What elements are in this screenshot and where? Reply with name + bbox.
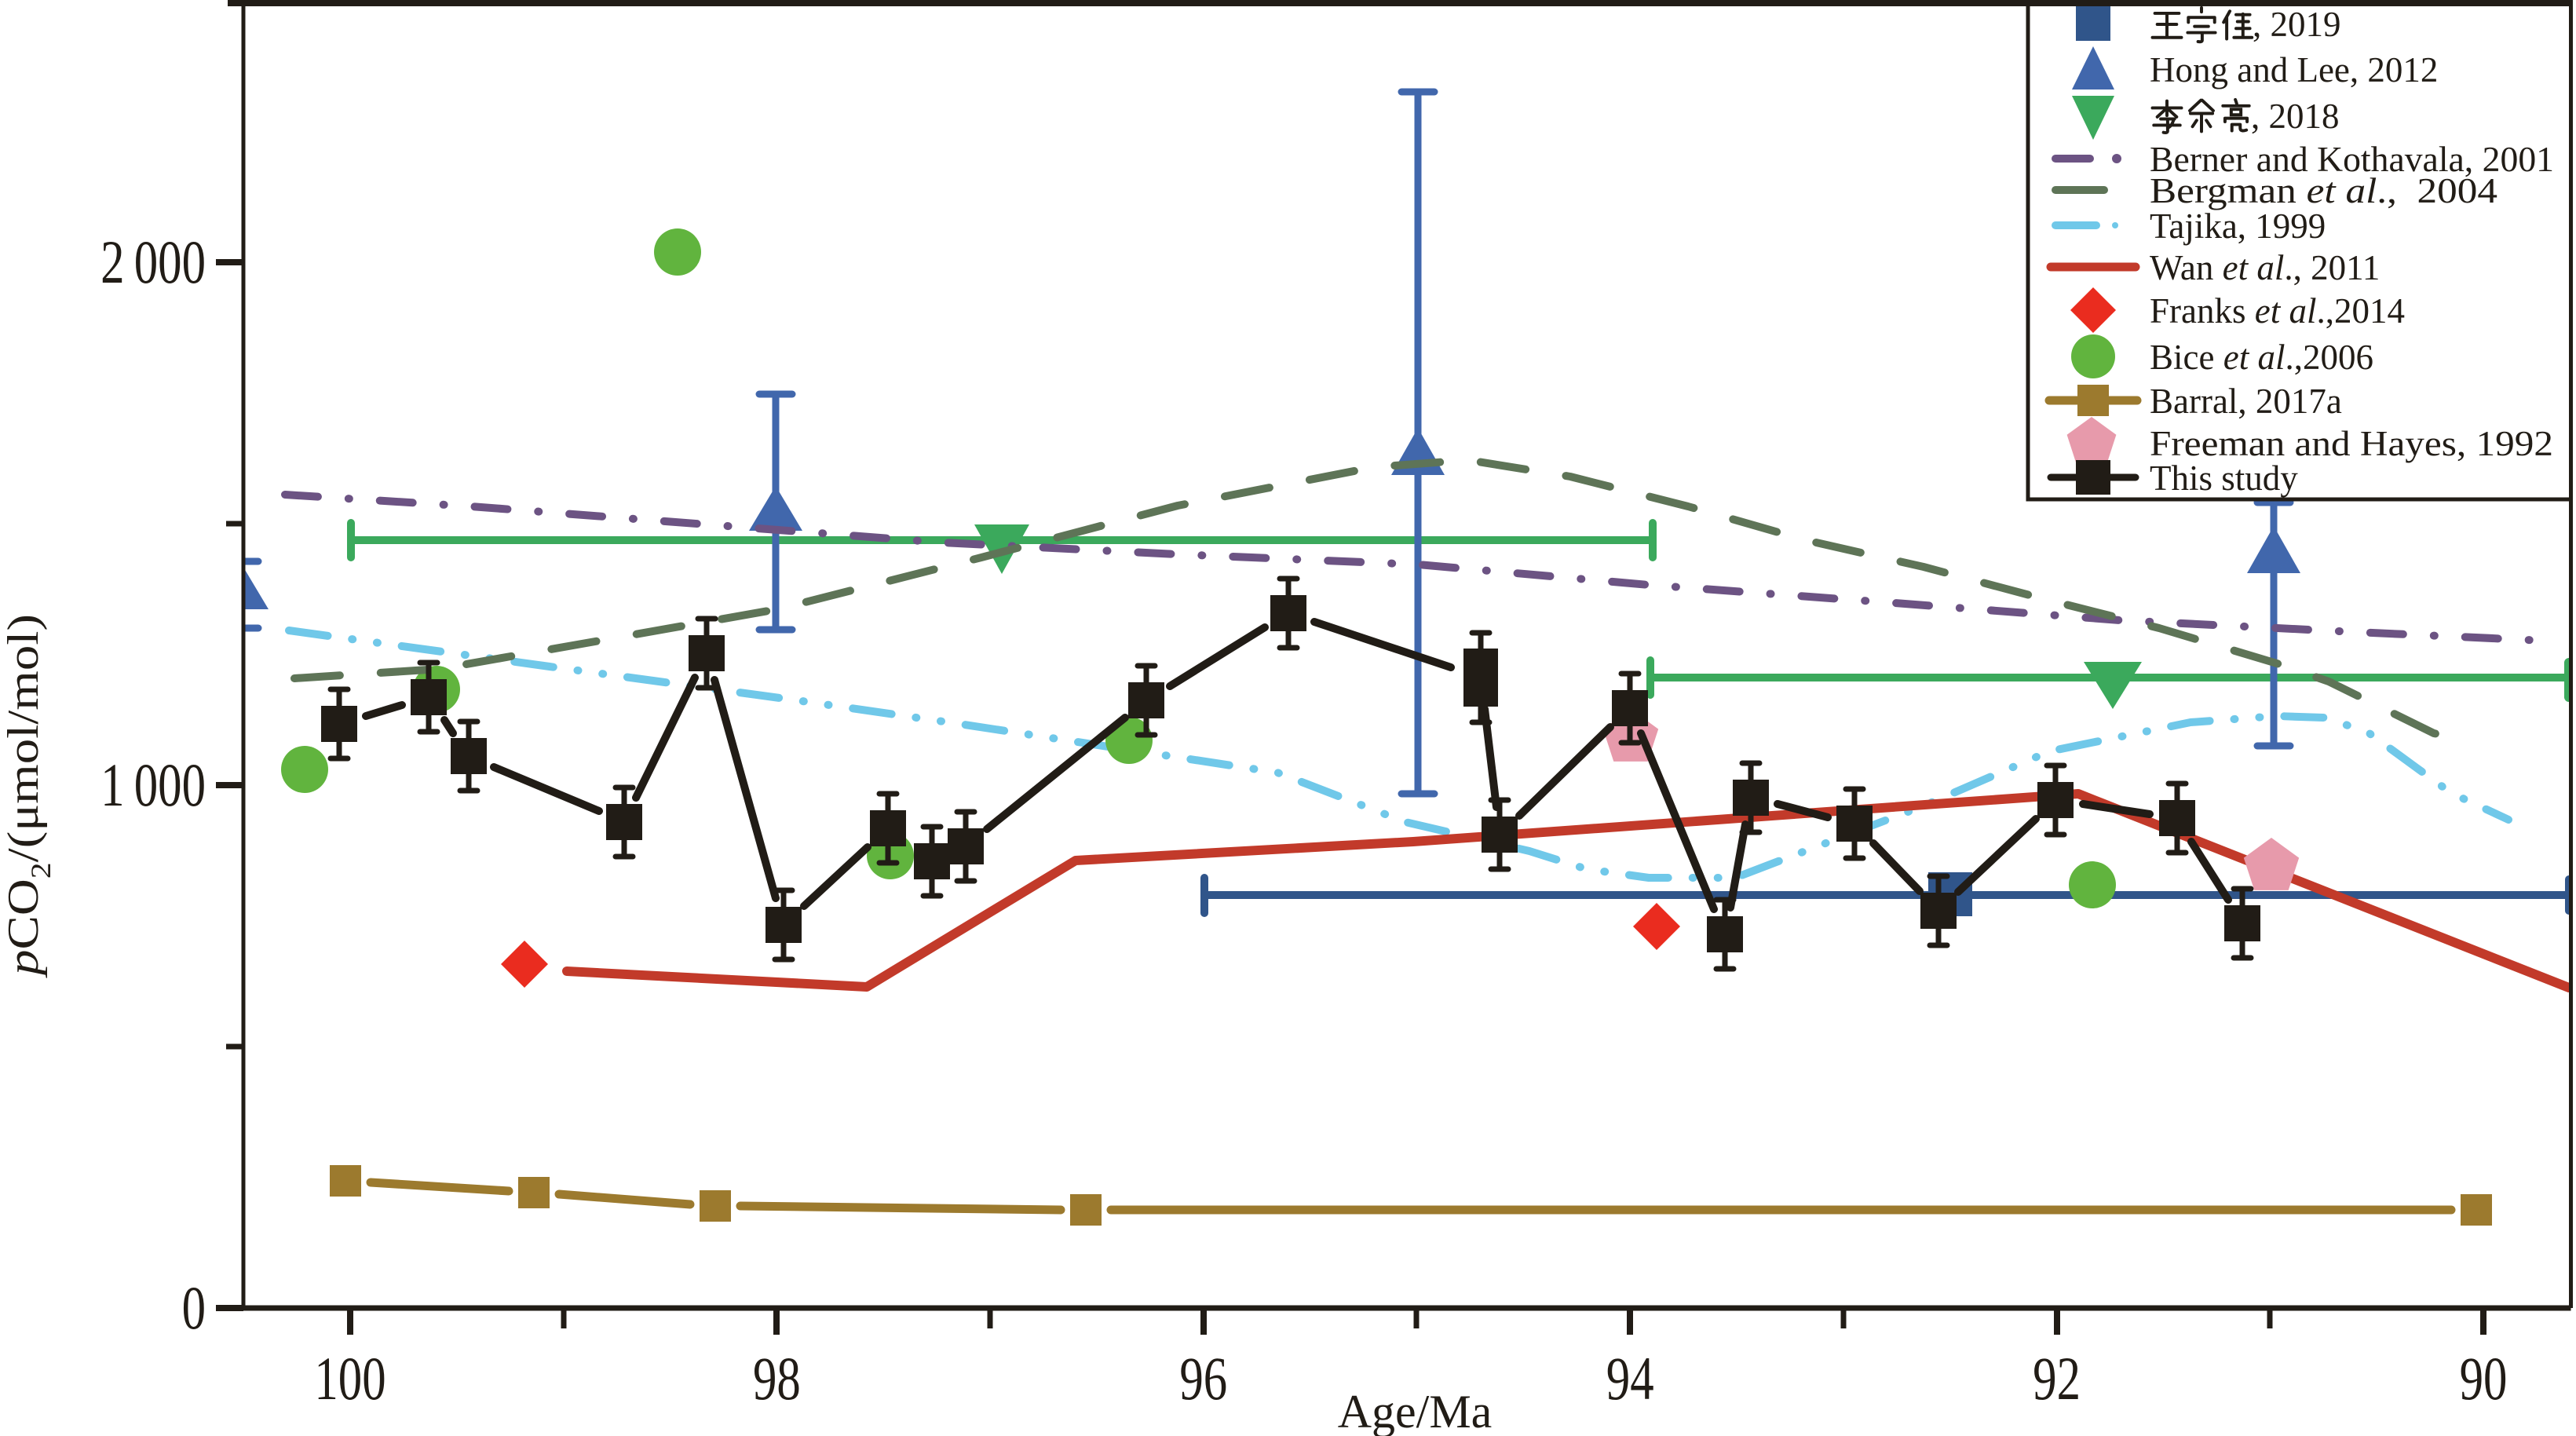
svg-text:pCO2/(μmol/mol): pCO2/(μmol/mol): [0, 614, 57, 979]
svg-text:100: 100: [314, 1346, 385, 1413]
svg-text:98: 98: [753, 1346, 801, 1413]
svg-text:94: 94: [1606, 1346, 1654, 1413]
svg-text:Barral, 2017a: Barral, 2017a: [2150, 382, 2342, 421]
svg-text:2 000: 2 000: [100, 229, 206, 297]
svg-text:Age/Ma: Age/Ma: [1338, 1386, 1493, 1436]
svg-text:96: 96: [1179, 1346, 1227, 1413]
svg-text:Franks et al.,2014: Franks et al.,2014: [2150, 291, 2405, 331]
svg-text:Tajika, 1999: Tajika, 1999: [2150, 206, 2326, 246]
svg-text:1 000: 1 000: [100, 752, 206, 820]
svg-text:This study: This study: [2150, 459, 2298, 498]
svg-text:Bice et al.,2006: Bice et al.,2006: [2150, 338, 2373, 377]
svg-text:Bergman et al., 2004: Bergman et al., 2004: [2150, 171, 2497, 210]
svg-text:90: 90: [2460, 1346, 2508, 1413]
svg-text:, 2019: , 2019: [2253, 5, 2341, 44]
svg-text:Wan et al., 2011: Wan et al., 2011: [2150, 248, 2380, 287]
svg-text:Freeman and Hayes, 1992: Freeman and Hayes, 1992: [2150, 424, 2553, 463]
svg-text:Hong and Lee, 2012: Hong and Lee, 2012: [2150, 50, 2438, 90]
svg-text:, 2018: , 2018: [2251, 97, 2340, 136]
svg-text:Berner and Kothavala, 2001: Berner and Kothavala, 2001: [2150, 140, 2554, 179]
svg-text:92: 92: [2033, 1346, 2081, 1413]
svg-text:0: 0: [182, 1275, 206, 1343]
